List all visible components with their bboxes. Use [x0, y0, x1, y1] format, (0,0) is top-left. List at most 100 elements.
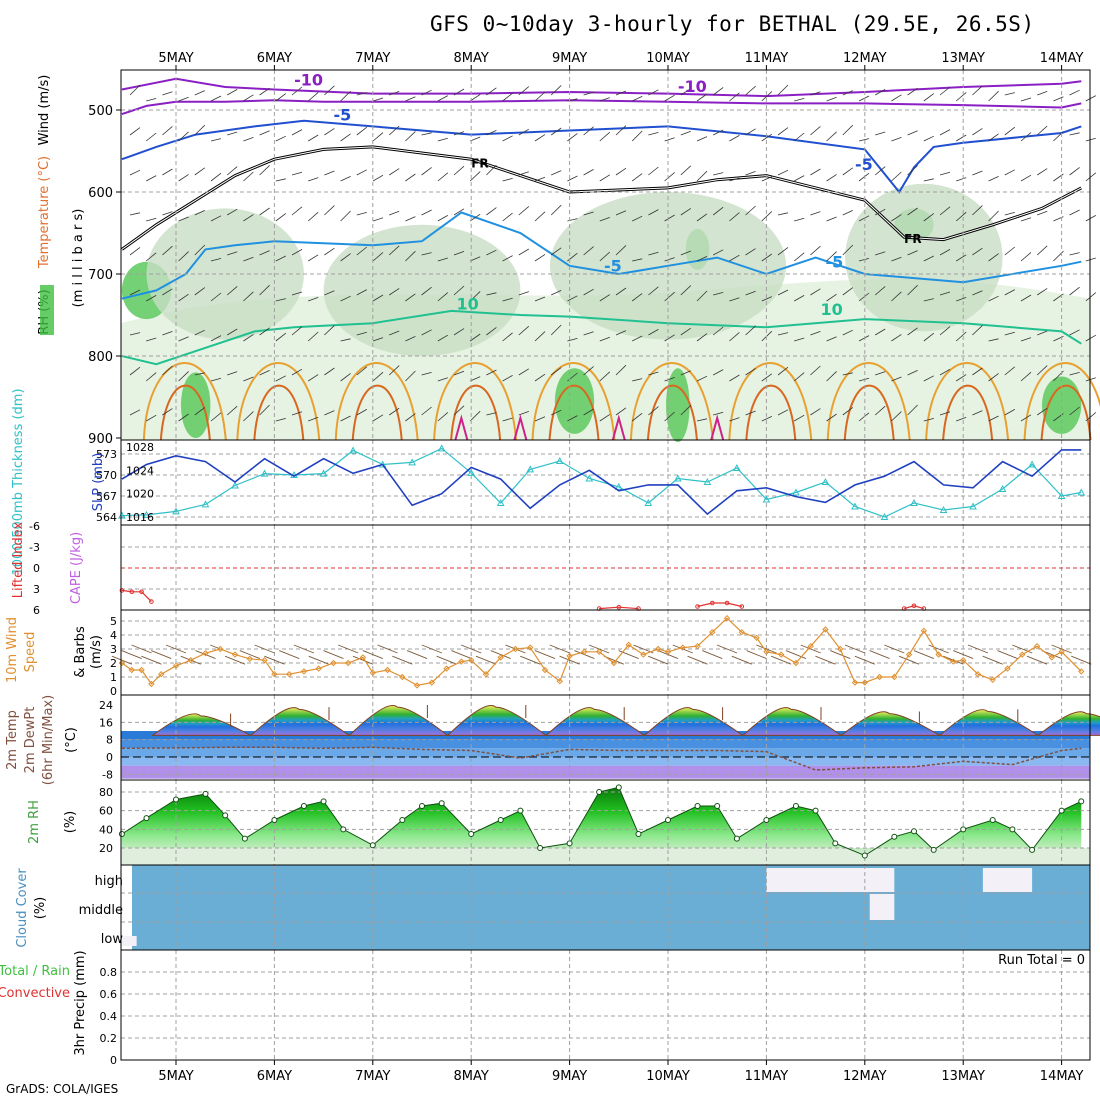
wind-barb [907, 165, 918, 176]
wind-barb [421, 89, 432, 96]
wind-barb [842, 124, 854, 136]
millibars-axis-label: (m i l l i b a r s) [71, 209, 86, 308]
wind-barb [534, 176, 546, 182]
wind-barb [340, 253, 351, 262]
rh-point [812, 807, 819, 814]
wind-barb-10m [1071, 655, 1092, 665]
wind-barb [939, 249, 951, 256]
wind-barb [567, 133, 578, 142]
wind-barb [308, 177, 319, 182]
thickness-point [880, 512, 889, 520]
panel-frame [120, 949, 1091, 1061]
lifted-index-series [599, 606, 639, 610]
wind-barb [712, 326, 724, 336]
wind-barb [777, 366, 789, 376]
wind-barb [162, 126, 173, 136]
x-tick-label-bottom: 10MAY [646, 1069, 690, 1084]
wind-barb [210, 377, 222, 382]
wind-barb-10m [436, 655, 457, 665]
wind-barb [583, 169, 594, 176]
wind-barb [988, 373, 999, 382]
wind-barb [405, 131, 416, 142]
wind-barb [891, 411, 902, 422]
temperature-axis-label: Temperature (°C) [37, 156, 52, 269]
rh-point [320, 798, 327, 805]
temp-dome [151, 713, 251, 736]
rh-point [911, 828, 917, 835]
temp-band [121, 757, 1090, 766]
wind-speed-point [467, 656, 475, 664]
wind-speed-point [128, 666, 135, 674]
wind-barb [1004, 331, 1015, 336]
wind-barb [713, 369, 724, 376]
wind-barb [388, 125, 400, 136]
wind-barb [534, 373, 546, 382]
wind-barb [1069, 286, 1080, 296]
wind-barb [842, 287, 854, 296]
wind-barb [793, 372, 805, 382]
wind-barb [664, 291, 675, 302]
wind-barb [875, 251, 886, 256]
y-tick-label: 800 [88, 350, 113, 365]
wind-barb [858, 412, 870, 422]
wind-barb [324, 85, 335, 96]
lifted-index-point [695, 604, 700, 609]
wind-speed-point [694, 642, 701, 650]
wind-barb-10m [943, 655, 964, 665]
wind-barb [826, 251, 837, 262]
wind-barb [534, 331, 546, 342]
lifted-index-point [129, 589, 135, 595]
lifted-index-point [119, 588, 125, 593]
wind-barb [599, 336, 610, 342]
wind-barb [324, 290, 335, 296]
wind-speed-point [231, 651, 239, 658]
wind-barb [583, 408, 594, 416]
wind-barb [777, 409, 789, 416]
contour-label: 10 [456, 294, 478, 313]
wind-barb [275, 418, 286, 422]
rh-point [960, 826, 967, 833]
x-tick-label-top: 11MAY [745, 51, 789, 66]
y-tick-label: 500 [88, 104, 113, 119]
wind-barb [162, 408, 173, 416]
wind-barb [470, 376, 481, 382]
wind-barb [551, 290, 562, 296]
wind-barb [1036, 365, 1048, 376]
wind-barb [988, 90, 999, 102]
wind-barb-10m [141, 655, 162, 665]
wind-speed-point [763, 648, 770, 656]
wind-speed-point [497, 654, 504, 661]
wind-barb [1020, 337, 1032, 342]
wind-barb [599, 174, 611, 182]
wind-barb [923, 135, 934, 142]
wind-barb [486, 164, 497, 176]
x-tick-label-top: 5MAY [158, 51, 193, 66]
wind-barb [178, 413, 189, 422]
y-tick-label: 0.2 [100, 1032, 118, 1045]
rh-unit-label: (%) [63, 811, 78, 834]
wind-barb [372, 294, 384, 302]
wind-barb [275, 135, 286, 142]
isotherm-15 [236, 362, 321, 441]
wind-barb [1085, 412, 1097, 422]
wind-barb [680, 327, 692, 336]
wind-barb [794, 295, 805, 302]
wind-barb [777, 169, 789, 176]
wind-barb [259, 130, 270, 136]
wind-barb [469, 410, 481, 422]
wind-barb [745, 248, 756, 256]
series-thickness [121, 447, 1082, 518]
precip-panel: 0.8 0.6 0.4 0.2 0 Run Total = 0 Total / Rain Co… [0, 949, 1091, 1084]
thickness-point [437, 444, 446, 452]
wind-barb [1004, 289, 1015, 296]
wind-barb [453, 165, 465, 176]
x-tick-label-top: 9MAY [552, 51, 587, 66]
thickness-point [969, 502, 977, 510]
wind-barb [194, 244, 206, 256]
wind-barb [453, 131, 465, 136]
wind-barb [955, 134, 967, 142]
wind-barb [486, 249, 497, 256]
wind-barb [599, 414, 611, 422]
rh-point [832, 840, 839, 847]
wind-speed-point [148, 680, 155, 688]
